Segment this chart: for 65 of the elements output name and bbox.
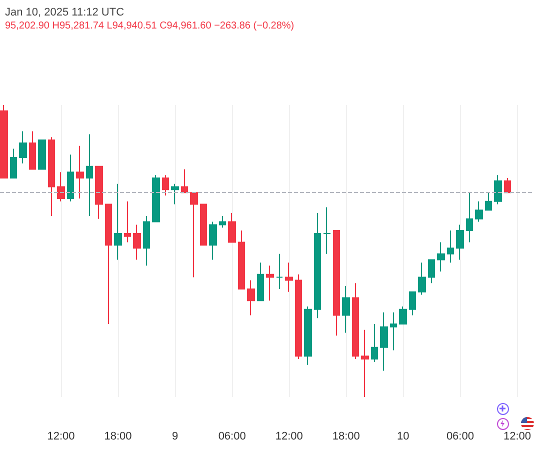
candlestick bbox=[323, 206, 331, 254]
candlestick bbox=[190, 192, 198, 278]
candlestick bbox=[352, 282, 359, 360]
candlestick bbox=[276, 253, 283, 290]
x-tick-label: 18:00 bbox=[332, 430, 360, 442]
chart-title: Jan 10, 2025 11:12 UTC bbox=[5, 6, 124, 18]
candlestick bbox=[504, 178, 511, 194]
candlestick bbox=[38, 140, 46, 170]
chart-subtitle: 95,202.90 H95,281.74 L94,940.51 C94,961.60 −263.86 (−0.28%) bbox=[5, 20, 294, 32]
candlestick bbox=[285, 262, 293, 292]
x-tick-label: 9 bbox=[172, 430, 178, 442]
candlestick bbox=[466, 192, 473, 243]
candlestick bbox=[399, 306, 407, 324]
candlestick bbox=[95, 166, 103, 220]
candlestick bbox=[228, 212, 236, 243]
candlestick bbox=[456, 224, 464, 260]
candlestick bbox=[314, 212, 321, 319]
candlestick bbox=[57, 172, 65, 202]
candlestick bbox=[0, 104, 8, 178]
candlestick bbox=[114, 183, 122, 260]
candlestick bbox=[257, 262, 264, 302]
candlestick bbox=[380, 312, 388, 372]
candlestick bbox=[428, 259, 435, 284]
x-tick-label: 06:00 bbox=[218, 430, 246, 442]
candlestick bbox=[371, 324, 378, 362]
x-tick-label: 12:00 bbox=[503, 430, 531, 442]
candlestick bbox=[333, 230, 340, 336]
candlestick bbox=[390, 312, 397, 351]
x-tick-label: 06:00 bbox=[446, 430, 474, 442]
candlestick bbox=[475, 200, 483, 222]
candlestick bbox=[361, 329, 369, 398]
candlestick bbox=[181, 168, 188, 194]
candlestick bbox=[447, 230, 454, 264]
candlestick bbox=[48, 136, 55, 216]
candlestick bbox=[19, 130, 27, 164]
candlestick bbox=[143, 215, 150, 266]
candlestick bbox=[200, 204, 207, 246]
candlestick bbox=[485, 192, 492, 211]
candlestick bbox=[133, 224, 141, 260]
candlestick bbox=[247, 280, 255, 316]
candlestick bbox=[418, 262, 426, 296]
candlestick bbox=[152, 174, 160, 222]
x-tick-label: 18:00 bbox=[104, 430, 132, 442]
candlestick bbox=[209, 221, 217, 260]
candlestick bbox=[124, 200, 131, 243]
candlestick bbox=[219, 215, 226, 228]
candlestick bbox=[437, 242, 445, 272]
candlestick bbox=[494, 174, 502, 205]
candlestick bbox=[304, 306, 312, 366]
candlestick bbox=[105, 204, 112, 324]
candlestick bbox=[238, 230, 245, 290]
candlestick bbox=[86, 134, 93, 216]
candlestick bbox=[76, 145, 84, 199]
candlestick bbox=[162, 174, 169, 196]
candlestick bbox=[266, 265, 274, 302]
candlestick bbox=[10, 148, 17, 178]
x-tick-label: 10 bbox=[397, 430, 410, 442]
candlestick bbox=[29, 130, 36, 170]
candlestick bbox=[409, 291, 416, 316]
candlestick bbox=[342, 286, 350, 334]
candlestick bbox=[171, 183, 179, 205]
x-tick-label: 12:00 bbox=[275, 430, 303, 442]
candlestick bbox=[295, 274, 302, 360]
candlestick bbox=[67, 154, 74, 202]
x-tick-label: 12:00 bbox=[47, 430, 75, 442]
